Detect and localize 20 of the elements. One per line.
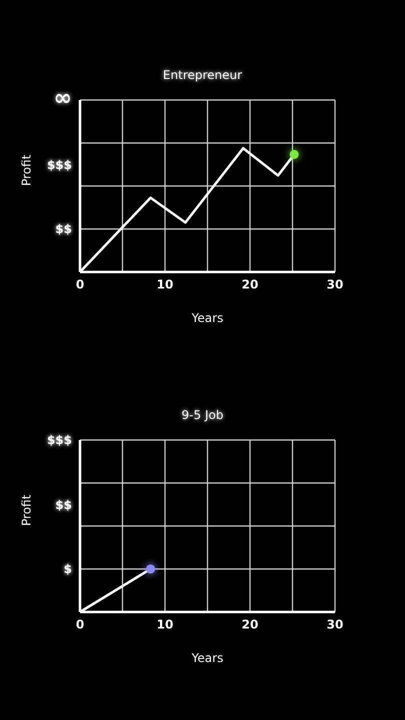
x-tick-label: 20 [242, 618, 258, 632]
text: $$$ [46, 432, 72, 448]
text: $ [64, 561, 72, 577]
chart-title: 9-5 Job [180, 408, 224, 422]
x-axis-title: Years [190, 311, 224, 325]
x-tick-label: 30 [326, 618, 344, 632]
text: $$$ [46, 156, 72, 172]
text: $$ [55, 221, 72, 237]
x-tick-label: 0 [76, 278, 84, 292]
text: ∞ [54, 86, 72, 111]
x-tick-label: 20 [242, 278, 258, 292]
x-axis-title: Years [190, 651, 224, 665]
x-tick-label: 10 [156, 618, 174, 632]
text: $$ [55, 496, 72, 512]
x-tick-label: 30 [326, 278, 344, 292]
chart-title: Entrepreneur [162, 68, 244, 82]
x-tick-label: 10 [156, 278, 174, 292]
y-axis-title: Profit [19, 494, 34, 526]
y-axis-title: Profit [19, 154, 34, 186]
x-tick-label: 0 [76, 618, 84, 632]
